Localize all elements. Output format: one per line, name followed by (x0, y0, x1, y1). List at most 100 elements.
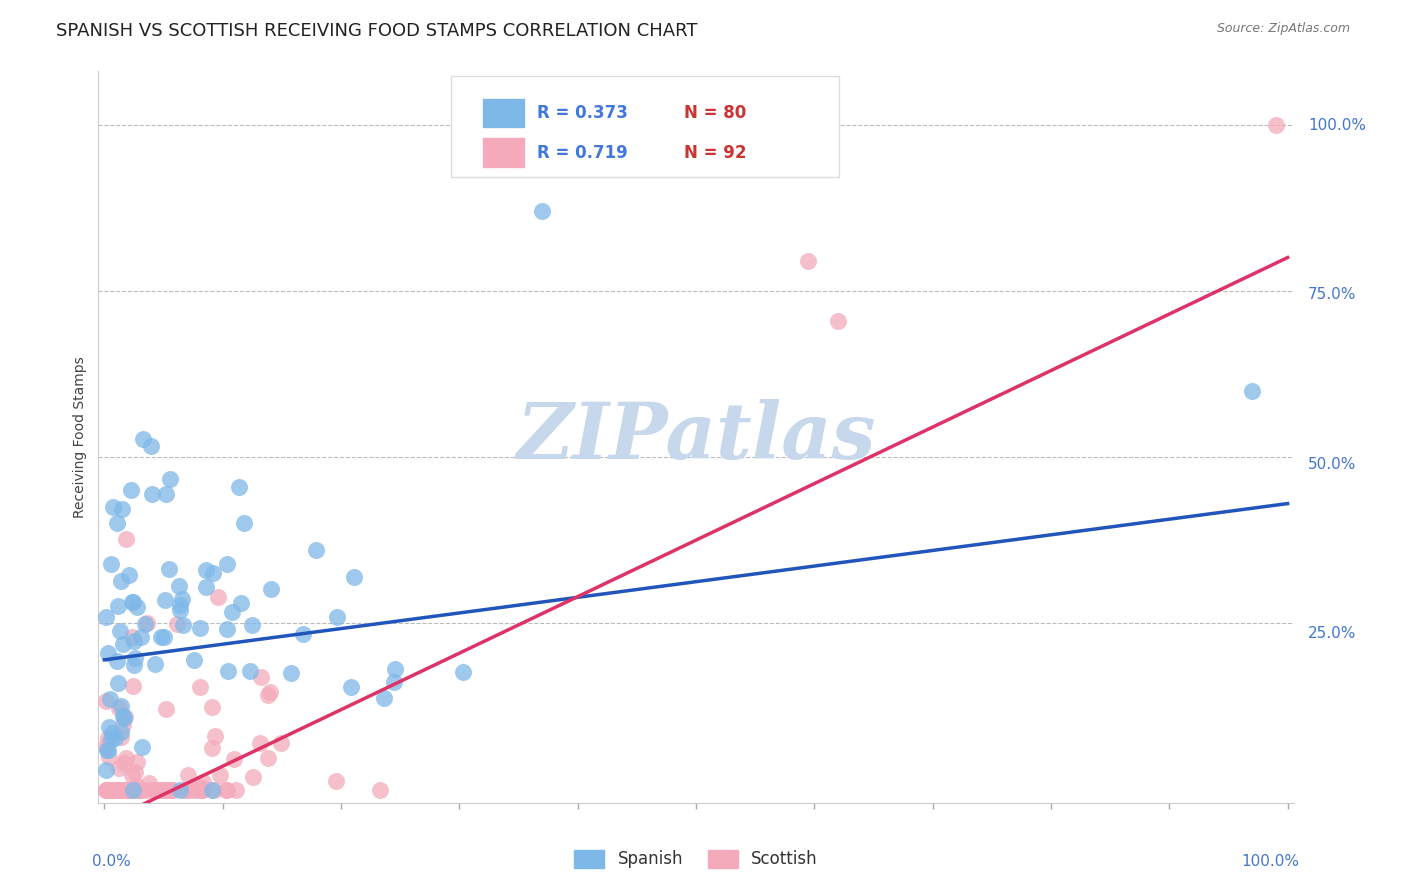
Point (343, 570, 366, 584)
Point (166, 616, 188, 631)
Point (201, 699, 224, 714)
Point (239, 664, 262, 678)
Point (173, 782, 195, 797)
Point (188, 681, 211, 695)
Point (207, 590, 229, 604)
Point (194, 563, 217, 577)
Point (257, 689, 280, 703)
Point (96, 782, 118, 797)
Point (169, 599, 191, 613)
Point (146, 782, 169, 797)
Point (159, 782, 181, 797)
Point (169, 782, 191, 797)
Point (121, 630, 143, 644)
Point (97, 647, 120, 661)
Point (98, 782, 121, 797)
Text: 25.0%: 25.0% (1308, 626, 1357, 641)
Point (142, 782, 165, 797)
Point (242, 770, 264, 784)
Point (98, 720, 121, 734)
Point (131, 740, 153, 755)
Text: N = 92: N = 92 (685, 144, 747, 161)
Point (531, 204, 554, 219)
Point (124, 658, 146, 673)
Point (204, 729, 226, 743)
Point (187, 782, 209, 797)
Point (215, 782, 238, 797)
Point (110, 725, 132, 739)
Point (121, 679, 143, 693)
Point (121, 594, 143, 608)
Point (155, 782, 177, 797)
Point (183, 782, 205, 797)
Point (101, 500, 124, 514)
Point (107, 782, 129, 797)
Point (382, 674, 405, 689)
Point (215, 622, 238, 636)
Text: 100.0%: 100.0% (1241, 854, 1299, 869)
Point (101, 782, 124, 797)
Point (121, 595, 143, 609)
Point (152, 782, 174, 797)
Point (129, 782, 152, 797)
Point (256, 751, 278, 765)
Point (114, 710, 136, 724)
Point (114, 782, 136, 797)
Point (325, 773, 347, 788)
Point (118, 782, 141, 797)
Point (183, 653, 205, 667)
Point (339, 681, 361, 695)
Point (292, 626, 315, 640)
Point (110, 731, 132, 745)
Legend: Spanish, Scottish: Spanish, Scottish (568, 843, 824, 875)
Point (170, 591, 193, 606)
Point (97, 750, 120, 764)
FancyBboxPatch shape (451, 77, 839, 178)
Point (202, 566, 225, 580)
Point (167, 578, 190, 592)
Point (141, 439, 163, 453)
Point (201, 782, 224, 797)
Point (195, 580, 218, 594)
Point (222, 752, 245, 766)
Point (94, 782, 117, 797)
Point (162, 782, 184, 797)
Point (155, 702, 177, 716)
Point (105, 654, 128, 668)
Point (127, 782, 149, 797)
Point (259, 685, 281, 699)
Point (117, 782, 139, 797)
Point (156, 782, 179, 797)
Point (172, 618, 194, 632)
Point (112, 718, 135, 732)
Point (125, 599, 148, 614)
Point (96, 782, 118, 797)
Point (370, 782, 392, 797)
FancyBboxPatch shape (482, 137, 524, 168)
Point (250, 670, 273, 684)
Point (97, 743, 120, 757)
Point (115, 751, 138, 765)
Text: ZIPatlas: ZIPatlas (516, 399, 876, 475)
Point (107, 782, 129, 797)
Point (125, 778, 148, 792)
Point (233, 516, 256, 530)
Point (141, 487, 163, 501)
Point (122, 782, 145, 797)
Text: 100.0%: 100.0% (1308, 118, 1365, 133)
Text: N = 80: N = 80 (685, 104, 747, 122)
Point (100, 782, 122, 797)
Point (157, 562, 180, 576)
Point (143, 657, 166, 671)
Point (176, 782, 198, 797)
Point (217, 664, 239, 678)
Point (94, 693, 117, 707)
Point (280, 666, 302, 681)
Point (827, 314, 849, 328)
Point (111, 782, 134, 797)
Point (114, 532, 136, 546)
Point (108, 701, 131, 715)
Point (111, 782, 134, 797)
Point (124, 633, 146, 648)
Point (107, 676, 129, 690)
